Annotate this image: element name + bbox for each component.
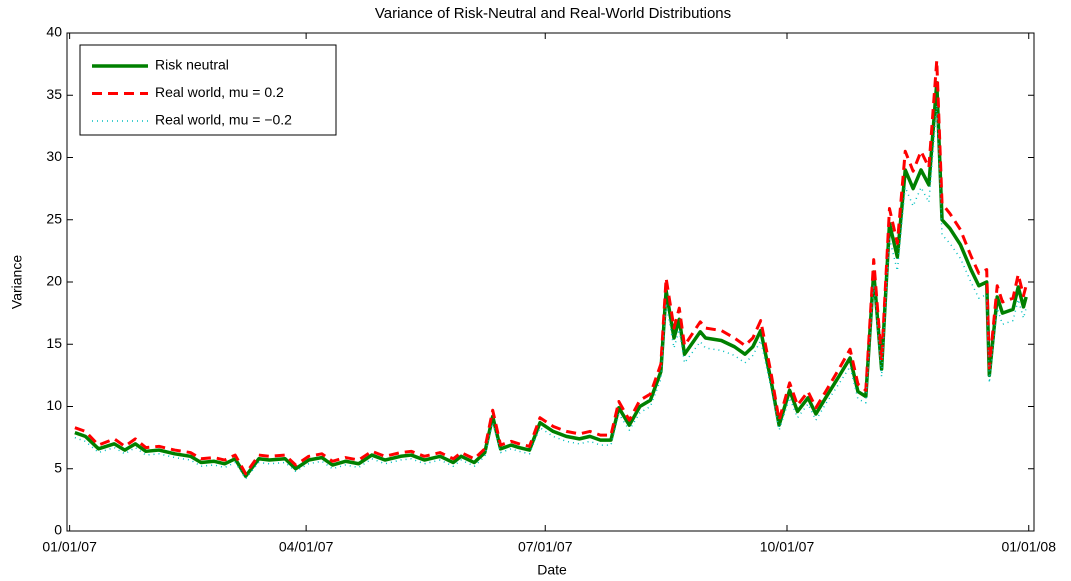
y-tick-label: 5 bbox=[54, 459, 62, 475]
series-line bbox=[74, 81, 1028, 478]
y-tick-label: 25 bbox=[46, 210, 62, 226]
legend-label: Real world, mu = −0.2 bbox=[155, 112, 292, 128]
x-tick-label: 04/01/07 bbox=[279, 539, 334, 555]
x-tick-label: 01/01/08 bbox=[1001, 539, 1056, 555]
x-tick-label: 01/01/07 bbox=[42, 539, 97, 555]
y-tick-label: 15 bbox=[46, 335, 62, 351]
y-axis-label: Variance bbox=[9, 255, 25, 309]
y-tick-label: 35 bbox=[46, 86, 62, 102]
y-tick-label: 10 bbox=[46, 397, 62, 413]
y-tick-label: 40 bbox=[46, 24, 62, 40]
x-axis-label: Date bbox=[537, 562, 567, 578]
chart-title: Variance of Risk-Neutral and Real-World … bbox=[375, 5, 731, 22]
series-line bbox=[74, 58, 1028, 476]
legend-label: Real world, mu = 0.2 bbox=[155, 84, 284, 100]
legend-box bbox=[79, 44, 337, 136]
legend-label: Risk neutral bbox=[155, 57, 229, 73]
y-tick-label: 0 bbox=[54, 522, 62, 538]
x-tick-label: 10/01/07 bbox=[760, 539, 815, 555]
x-tick-label: 07/01/07 bbox=[518, 539, 573, 555]
y-tick-label: 20 bbox=[46, 273, 62, 289]
axes-box bbox=[66, 32, 1035, 532]
y-tick-label: 30 bbox=[46, 148, 62, 164]
series-line bbox=[74, 104, 1027, 480]
